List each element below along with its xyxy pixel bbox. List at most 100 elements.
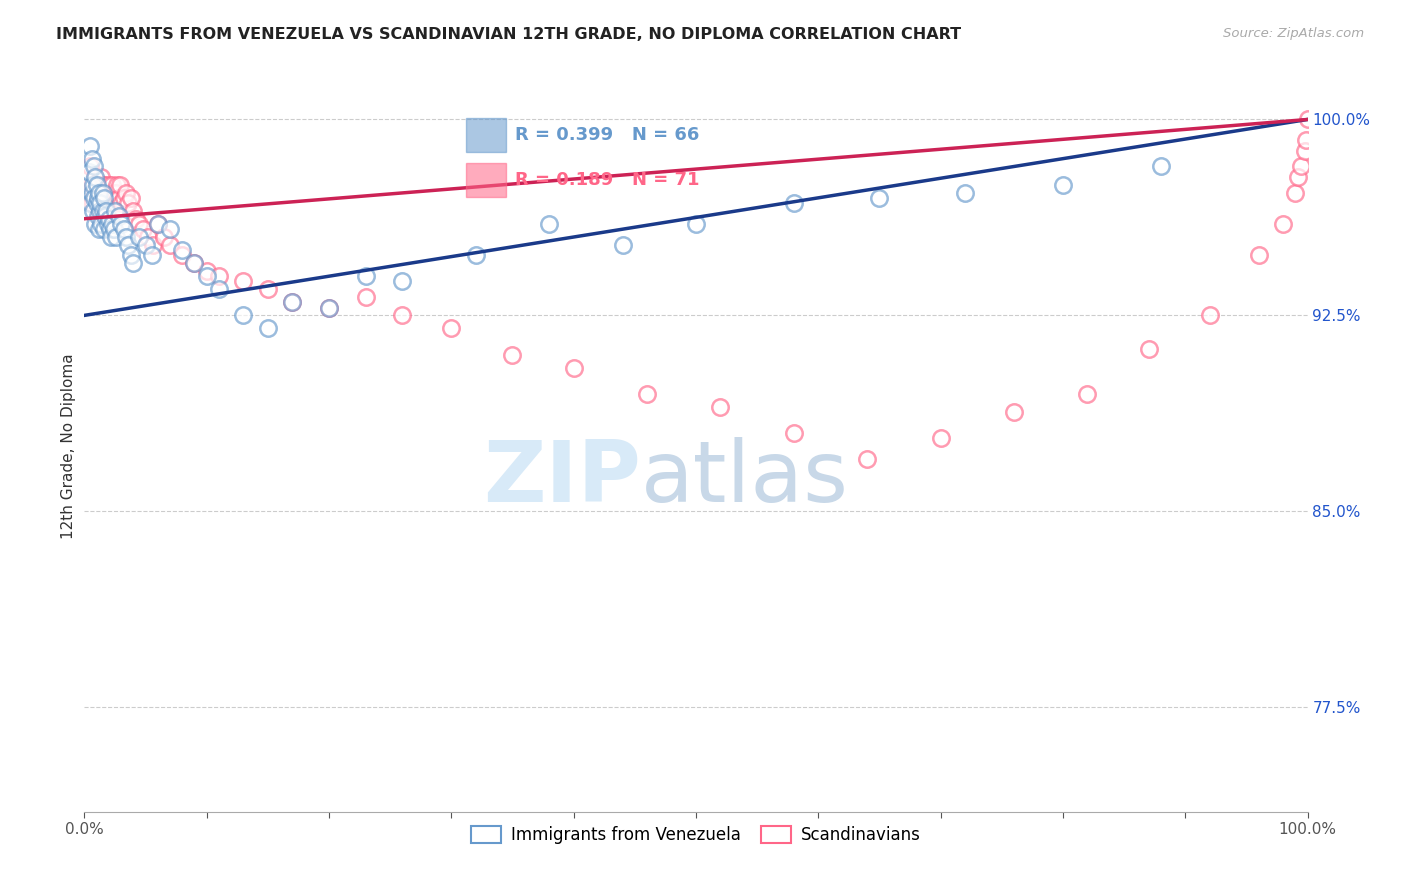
Point bbox=[1291, 160, 1313, 174]
Point bbox=[77, 169, 100, 184]
Point bbox=[87, 191, 110, 205]
Point bbox=[183, 256, 205, 270]
Point bbox=[93, 191, 115, 205]
Point bbox=[1247, 248, 1270, 262]
Point bbox=[1286, 169, 1309, 184]
Point bbox=[128, 230, 150, 244]
Point bbox=[115, 186, 138, 200]
Point bbox=[86, 178, 108, 192]
Point bbox=[87, 178, 110, 192]
Point bbox=[104, 196, 127, 211]
Point bbox=[117, 196, 139, 211]
Point bbox=[257, 282, 280, 296]
Point bbox=[953, 186, 976, 200]
Point bbox=[97, 211, 120, 226]
Point bbox=[91, 178, 114, 192]
Point bbox=[89, 196, 111, 211]
Point bbox=[318, 301, 340, 315]
Point bbox=[110, 196, 132, 211]
Point bbox=[98, 222, 121, 236]
Y-axis label: 12th Grade, No Diploma: 12th Grade, No Diploma bbox=[60, 353, 76, 539]
Point bbox=[318, 301, 340, 315]
Text: Source: ZipAtlas.com: Source: ZipAtlas.com bbox=[1223, 27, 1364, 40]
Point bbox=[1198, 309, 1220, 323]
Point bbox=[208, 269, 231, 284]
Point bbox=[80, 178, 103, 192]
Point bbox=[783, 425, 806, 440]
Point bbox=[103, 222, 125, 236]
Point bbox=[94, 209, 117, 223]
Point bbox=[87, 186, 110, 200]
Point bbox=[97, 217, 120, 231]
Point bbox=[100, 230, 122, 244]
Point bbox=[172, 248, 194, 262]
Point bbox=[636, 386, 658, 401]
Point bbox=[257, 321, 280, 335]
Point bbox=[208, 282, 231, 296]
Point bbox=[87, 209, 110, 223]
Point bbox=[281, 295, 304, 310]
Point bbox=[135, 238, 157, 252]
Point bbox=[709, 400, 731, 414]
Point bbox=[100, 191, 122, 205]
Point bbox=[94, 178, 117, 192]
Point bbox=[1295, 133, 1317, 147]
Point bbox=[80, 186, 103, 200]
Point bbox=[391, 275, 413, 289]
Point bbox=[98, 186, 121, 200]
Point bbox=[1284, 186, 1306, 200]
Point bbox=[1076, 386, 1098, 401]
Point bbox=[1272, 217, 1295, 231]
Point bbox=[77, 164, 100, 178]
Point bbox=[82, 178, 104, 192]
Point bbox=[79, 160, 101, 174]
Point bbox=[105, 186, 128, 200]
Point bbox=[195, 264, 218, 278]
Point bbox=[281, 295, 304, 310]
Point bbox=[159, 238, 181, 252]
Point bbox=[84, 217, 107, 231]
Point bbox=[232, 309, 254, 323]
Point bbox=[82, 203, 104, 218]
Point bbox=[122, 256, 145, 270]
Point bbox=[232, 275, 254, 289]
Point bbox=[87, 222, 110, 236]
Point bbox=[91, 203, 114, 218]
Point bbox=[90, 169, 112, 184]
Point bbox=[172, 243, 194, 257]
Point bbox=[90, 217, 112, 231]
Point bbox=[783, 196, 806, 211]
Point bbox=[183, 256, 205, 270]
Point bbox=[105, 230, 128, 244]
Point bbox=[120, 191, 142, 205]
Text: IMMIGRANTS FROM VENEZUELA VS SCANDINAVIAN 12TH GRADE, NO DIPLOMA CORRELATION CHA: IMMIGRANTS FROM VENEZUELA VS SCANDINAVIA… bbox=[56, 27, 962, 42]
Point bbox=[79, 138, 101, 153]
Point bbox=[120, 248, 142, 262]
Point bbox=[97, 196, 120, 211]
Point bbox=[146, 217, 169, 231]
Point bbox=[354, 269, 377, 284]
Point bbox=[391, 309, 413, 323]
Point bbox=[195, 269, 218, 284]
Point bbox=[97, 178, 120, 192]
Point bbox=[105, 178, 128, 192]
Point bbox=[96, 186, 118, 200]
Point bbox=[685, 217, 707, 231]
Text: atlas: atlas bbox=[641, 437, 849, 520]
Point bbox=[1002, 405, 1025, 419]
Point bbox=[502, 348, 524, 362]
Point bbox=[89, 186, 111, 200]
Point bbox=[612, 238, 634, 252]
Point bbox=[112, 191, 135, 205]
Point bbox=[79, 196, 101, 211]
Point bbox=[132, 222, 155, 236]
Point bbox=[562, 360, 585, 375]
Point bbox=[141, 248, 163, 262]
Point bbox=[117, 238, 139, 252]
Point bbox=[83, 191, 105, 205]
Point bbox=[80, 152, 103, 166]
Point bbox=[86, 196, 108, 211]
Point bbox=[1296, 112, 1319, 127]
Point bbox=[856, 452, 879, 467]
Point bbox=[929, 431, 952, 445]
